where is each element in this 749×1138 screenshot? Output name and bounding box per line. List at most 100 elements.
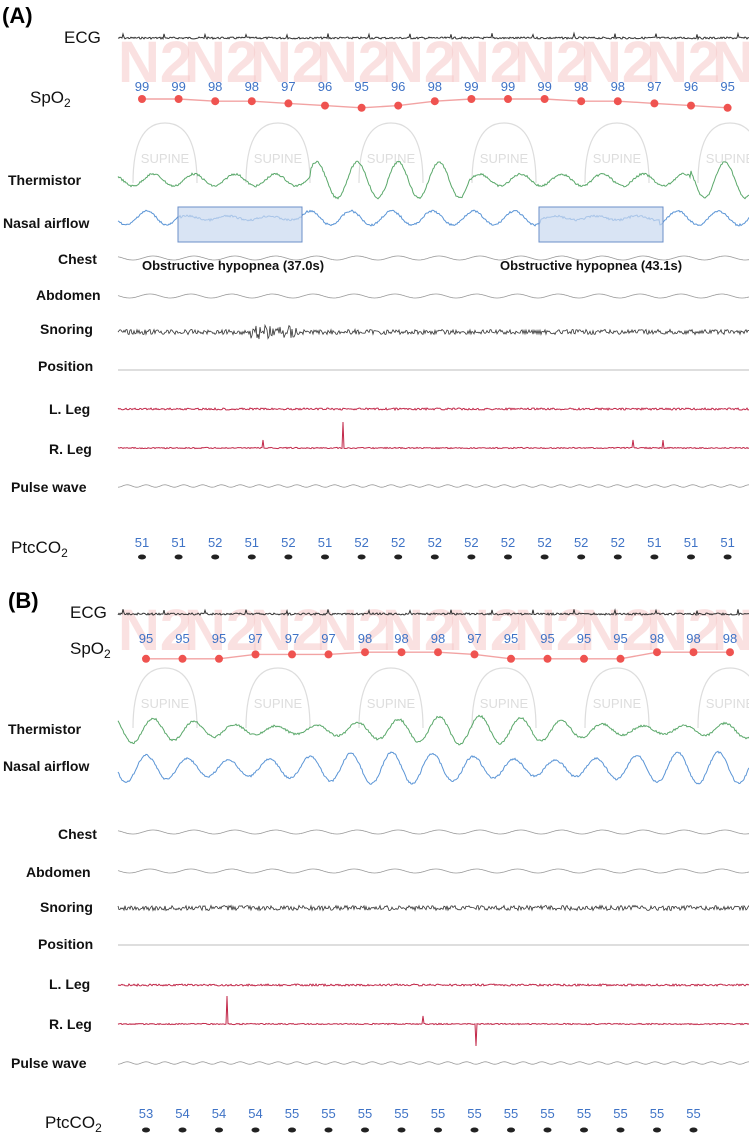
panel-b-spo2-value: 95 <box>504 631 518 646</box>
panel-a-supine-watermark: SUPINE <box>367 151 416 166</box>
panel-a: (A) N2N2N2N2N2N2N2N2N2N2SUPINESUPINESUPI… <box>2 3 749 560</box>
panel-b-thermistor-trace <box>117 714 749 746</box>
panel-a-ptcco2-point <box>723 554 732 560</box>
panel-b-ptcco2-point <box>616 1127 625 1133</box>
panel-b-spo2-value: 98 <box>394 631 408 646</box>
panel-b-supine-watermark: SUPINE <box>367 696 416 711</box>
panel-a-spo2-value: 99 <box>171 79 185 94</box>
panel-a-spo2-point <box>394 101 403 110</box>
panel-a-event-1-label: Obstructive hypopnea (37.0s) <box>142 258 324 273</box>
panel-a-l-leg-label: L. Leg <box>49 401 90 417</box>
panel-a-spo2-value: 95 <box>720 79 734 94</box>
panel-b-snoring-trace <box>117 904 749 912</box>
panel-b-supine-icon <box>358 667 424 729</box>
panel-b-snoring-label: Snoring <box>40 899 93 915</box>
panel-b-spo2-value: 95 <box>139 631 153 646</box>
panel-a-r-leg-trace <box>117 421 749 450</box>
panel-a-ecg-label: ECG <box>64 28 101 47</box>
panel-b-spo2-value: 97 <box>285 631 299 646</box>
panel-b-n2-watermark: N2 <box>448 598 522 663</box>
panel-b-ptcco2-value: 53 <box>139 1106 153 1121</box>
panel-b-pulse-wave-label: Pulse wave <box>11 1055 87 1071</box>
panel-a-ptcco2-value: 51 <box>245 535 259 550</box>
panel-a-ptcco2-value: 52 <box>391 535 405 550</box>
panel-b-supine-watermark: SUPINE <box>706 696 749 711</box>
panel-a-ptcco2-value: 52 <box>281 535 295 550</box>
panel-a-ptcco2-point <box>650 554 659 560</box>
panel-b-abdomen-trace <box>117 868 749 874</box>
panel-a-spo2-value: 98 <box>208 79 222 94</box>
panel-b-spo2-value: 98 <box>650 631 664 646</box>
panel-b-ptcco2-point <box>580 1127 588 1133</box>
panel-a-n2-watermark: N2 <box>448 30 522 95</box>
panel-b-ptcco2-point <box>434 1127 442 1133</box>
panel-a-ptcco2-point <box>504 554 512 560</box>
panel-a-event-2-box <box>538 206 664 243</box>
panel-a-n2-watermark: N2 <box>580 30 654 95</box>
panel-a-ptcco2-point <box>577 554 586 560</box>
panel-a-ptcco2-value: 51 <box>720 535 734 550</box>
panel-a-spo2-point <box>650 99 659 108</box>
panel-b-n2-watermark: N2 <box>184 598 258 663</box>
panel-b-spo2-point <box>215 654 223 663</box>
panel-b-spo2-value: 98 <box>431 631 445 646</box>
panel-b-l-leg-trace <box>117 982 749 988</box>
panel-a-abdomen-label: Abdomen <box>36 287 101 303</box>
panel-b-ptcco2-value: 55 <box>613 1106 627 1121</box>
panel-a-ptcco2-value: 52 <box>354 535 368 550</box>
panel-b-ptcco2-value: 55 <box>504 1106 518 1121</box>
panel-b-spo2-point <box>142 654 150 663</box>
panel-a-supine-icon <box>697 122 749 184</box>
panel-a-pulse-wave-label: Pulse wave <box>11 479 87 495</box>
panel-a-supine-watermark: SUPINE <box>480 151 529 166</box>
panel-b-ptcco2-point <box>288 1127 296 1133</box>
panel-a-ptcco2-value: 52 <box>537 535 551 550</box>
panel-a-n2-watermark: N2 <box>184 30 258 95</box>
panel-b-ptcco2-value: 54 <box>212 1106 226 1121</box>
panel-a-thermistor-trace <box>117 160 749 200</box>
panel-a-ptcco2-value: 51 <box>684 535 698 550</box>
panel-a-event-2-label: Obstructive hypopnea (43.1s) <box>500 258 682 273</box>
panel-a-ptcco2-value: 51 <box>318 535 332 550</box>
panel-a-spo2-point <box>321 101 329 110</box>
panel-a-ptcco2-series: 51 51 52 51 52 51 52 52 52 52 52 52 52 52 51 51 51 <box>135 535 735 560</box>
panel-a-spo2-point <box>504 95 512 103</box>
panel-a-supine-icon <box>132 122 198 184</box>
panel-b-spo2-point <box>653 648 661 657</box>
panel-b-spo2-point <box>616 654 625 663</box>
panel-a-spo2-value: 98 <box>428 79 442 94</box>
panel-a-ptcco2-point <box>211 554 220 560</box>
panel-b-spo2-label: SpO2 <box>70 639 111 661</box>
panel-a-ptcco2-point <box>321 554 329 560</box>
panel-b-spo2-value: 97 <box>248 631 262 646</box>
panel-b-ptcco2-value: 55 <box>467 1106 481 1121</box>
panel-b-ptcco2-value: 55 <box>686 1106 700 1121</box>
panel-a-ptcco2-value: 51 <box>171 535 185 550</box>
panel-b-n2-watermark: N2 <box>514 598 588 663</box>
panel-b-traces <box>117 608 749 1065</box>
panel-a-ptcco2-point <box>357 554 366 560</box>
panel-b-ptcco2-point <box>689 1127 698 1133</box>
panel-b-spo2-value: 95 <box>175 631 189 646</box>
panel-a-supine-watermark: SUPINE <box>254 151 303 166</box>
panel-a-ptcco2-point <box>613 554 622 560</box>
panel-b-ptcco2-value: 55 <box>577 1106 591 1121</box>
panel-b-ptcco2-point <box>507 1127 515 1133</box>
panel-b-spo2-point <box>726 648 734 657</box>
panel-a-spo2-value: 99 <box>501 79 515 94</box>
panel-b-spo2-point <box>361 648 369 657</box>
panel-a-traces <box>117 31 749 488</box>
panel-a-ptcco2-point <box>430 554 439 560</box>
panel-a-spo2-label: SpO2 <box>30 88 71 110</box>
panel-b-spo2-value: 95 <box>540 631 554 646</box>
panel-b-position-label: Position <box>38 936 93 952</box>
panel-b-spo2-point <box>580 654 588 663</box>
panel-b-ptcco2-point <box>324 1127 333 1133</box>
panel-b-r-leg-label: R. Leg <box>49 1016 92 1032</box>
panel-b-spo2-value: 98 <box>723 631 737 646</box>
panel-a-ptcco2-point <box>284 554 293 560</box>
panel-a-spo2-point <box>577 97 586 106</box>
panel-b-spo2-point <box>507 654 515 663</box>
panel-a-spo2-value: 96 <box>391 79 405 94</box>
